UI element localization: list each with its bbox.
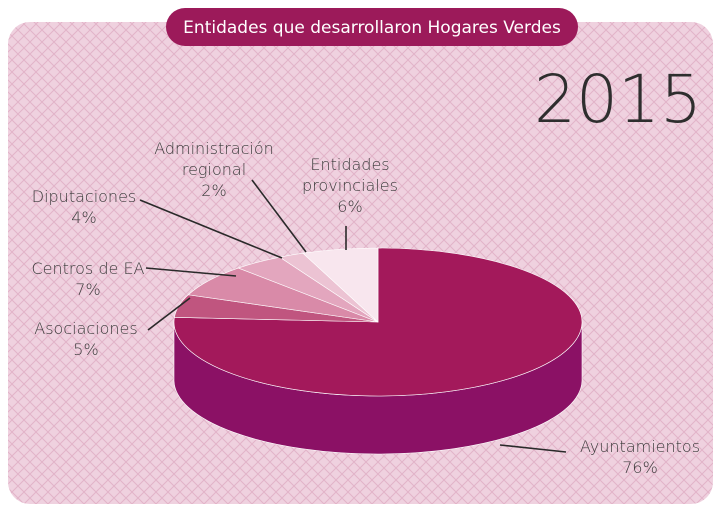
category-name: Administración regional	[154, 139, 274, 179]
slice-label: Asociaciones 5%	[21, 318, 151, 360]
slice-label: Diputaciones 4%	[19, 186, 149, 228]
value-label: 5%	[73, 340, 99, 359]
category-name: Asociaciones	[34, 319, 138, 338]
slice-label: Centros de EA 7%	[13, 258, 163, 300]
slice-label: Administración regional 2%	[144, 138, 284, 201]
slice-label: Entidades provinciales 6%	[285, 154, 415, 217]
leader-line	[145, 267, 237, 277]
category-name: Diputaciones	[31, 187, 137, 206]
chart-title: Entidades que desarrollaron Hogares Verd…	[183, 18, 561, 38]
title-pill	[166, 8, 578, 46]
year-label: 2015	[534, 61, 702, 138]
leader-lines	[139, 179, 567, 453]
value-label: 6%	[337, 197, 363, 216]
category-name: Entidades provinciales	[302, 155, 398, 195]
slice	[302, 247, 379, 323]
value-label: 2%	[201, 181, 227, 200]
leader-line	[147, 297, 191, 331]
leader-line	[251, 179, 307, 253]
value-label: 7%	[75, 280, 101, 299]
leader-line	[499, 444, 567, 453]
value-label: 76%	[622, 458, 658, 477]
value-label: 4%	[71, 208, 97, 227]
pie	[173, 247, 583, 455]
category-name: Ayuntamientos	[579, 437, 701, 456]
category-name: Centros de EA	[31, 259, 145, 278]
leader-line	[139, 199, 283, 259]
slice-label: Ayuntamientos 76%	[565, 436, 715, 478]
